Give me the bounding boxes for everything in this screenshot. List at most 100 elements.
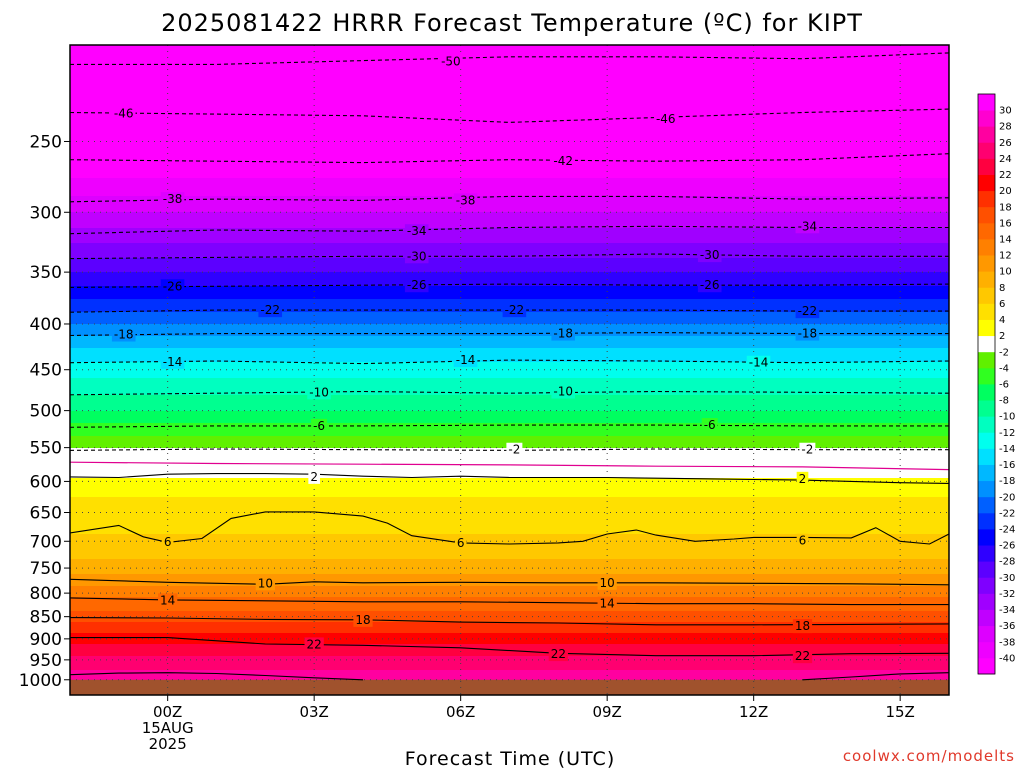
x-tick-label: 15AUG <box>142 719 194 737</box>
temperature-band <box>70 532 949 534</box>
temperature-band <box>70 643 949 645</box>
temperature-band <box>70 558 949 560</box>
temperature-band <box>70 498 949 500</box>
temperature-band <box>70 404 949 406</box>
colorbar-swatch <box>978 271 995 288</box>
temperature-band <box>70 205 949 207</box>
temperature-band <box>70 432 949 434</box>
temperature-band <box>70 389 949 391</box>
y-tick-label: 250 <box>30 132 62 152</box>
temperature-band <box>70 83 949 85</box>
temperature-band <box>70 676 949 678</box>
temperature-band <box>70 193 949 195</box>
contour-label: -38 <box>163 192 183 206</box>
temperature-band <box>70 48 949 50</box>
temperature-band <box>70 533 949 535</box>
temperature-band <box>70 239 949 241</box>
temperature-band <box>70 459 949 461</box>
temperature-band <box>70 548 949 550</box>
temperature-band <box>70 485 949 487</box>
temperature-band <box>70 223 949 225</box>
temperature-band <box>70 639 949 641</box>
temperature-band <box>70 211 949 213</box>
temperature-band <box>70 78 949 80</box>
temperature-band <box>70 400 949 402</box>
temperature-band <box>70 99 949 101</box>
temperature-band <box>70 71 949 73</box>
temperature-band <box>70 398 949 400</box>
temperature-band <box>70 201 949 203</box>
temperature-band <box>70 57 949 59</box>
colorbar-label: -6 <box>999 380 1009 391</box>
temperature-band <box>70 321 949 323</box>
temperature-band <box>70 673 949 675</box>
temperature-band <box>70 640 949 642</box>
temperature-band <box>70 61 949 63</box>
temperature-band <box>70 457 949 459</box>
temperature-band <box>70 463 949 465</box>
temperature-band <box>70 523 949 525</box>
temperature-band <box>70 396 949 398</box>
colorbar-swatch <box>978 351 995 369</box>
temperature-band <box>70 423 949 425</box>
colorbar-swatch <box>978 432 995 449</box>
contour-line <box>70 511 949 545</box>
credit-link[interactable]: coolwx.com/modelts <box>843 747 1015 765</box>
temperature-band <box>70 638 949 640</box>
temperature-band <box>70 416 949 418</box>
temperature-band <box>70 196 949 198</box>
temperature-band <box>70 438 949 440</box>
temperature-band <box>70 123 949 125</box>
temperature-band <box>70 80 949 82</box>
temperature-band <box>70 377 949 379</box>
temperature-band <box>70 679 949 681</box>
temperature-band <box>70 298 949 300</box>
temperature-band <box>70 580 949 582</box>
contour-label: -34 <box>798 219 818 233</box>
temperature-band <box>70 428 949 430</box>
temperature-band <box>70 619 949 621</box>
colorbar-swatch <box>978 625 995 643</box>
temperature-band <box>70 181 949 183</box>
temperature-band <box>70 341 949 343</box>
colorbar-label: 18 <box>999 202 1012 213</box>
temperature-band <box>70 399 949 401</box>
temperature-band <box>70 666 949 668</box>
temperature-band <box>70 237 949 239</box>
temperature-band <box>70 466 949 468</box>
contour-label: -14 <box>456 353 476 367</box>
temperature-band <box>70 94 949 96</box>
temperature-band <box>70 531 949 533</box>
temperature-band <box>70 278 949 280</box>
temperature-band <box>70 271 949 273</box>
temperature-band <box>70 426 949 428</box>
temperature-band <box>70 411 949 413</box>
temperature-band <box>70 668 949 670</box>
temperature-band <box>70 524 949 526</box>
temperature-band <box>70 138 949 140</box>
colorbar-label: -34 <box>999 605 1015 616</box>
temperature-band <box>70 272 949 274</box>
temperature-band <box>70 340 949 342</box>
contour-label: -10 <box>553 385 573 399</box>
temperature-band <box>70 270 949 272</box>
temperature-band <box>70 495 949 497</box>
contour-label-bg <box>502 303 527 318</box>
temperature-band <box>70 359 949 361</box>
temperature-band <box>70 478 949 480</box>
y-tick-label: 800 <box>30 584 62 604</box>
temperature-band <box>70 538 949 540</box>
temperature-band <box>70 64 949 66</box>
temperature-band <box>70 384 949 386</box>
temperature-band <box>70 440 949 442</box>
temperature-band <box>70 268 949 270</box>
temperature-band <box>70 648 949 650</box>
temperature-band <box>70 660 949 662</box>
temperature-band <box>70 529 949 531</box>
temperature-band <box>70 121 949 123</box>
temperature-band <box>70 559 949 561</box>
temperature-band <box>70 243 949 245</box>
temperature-band <box>70 319 949 321</box>
temperature-band <box>70 616 949 618</box>
temperature-band <box>70 360 949 362</box>
